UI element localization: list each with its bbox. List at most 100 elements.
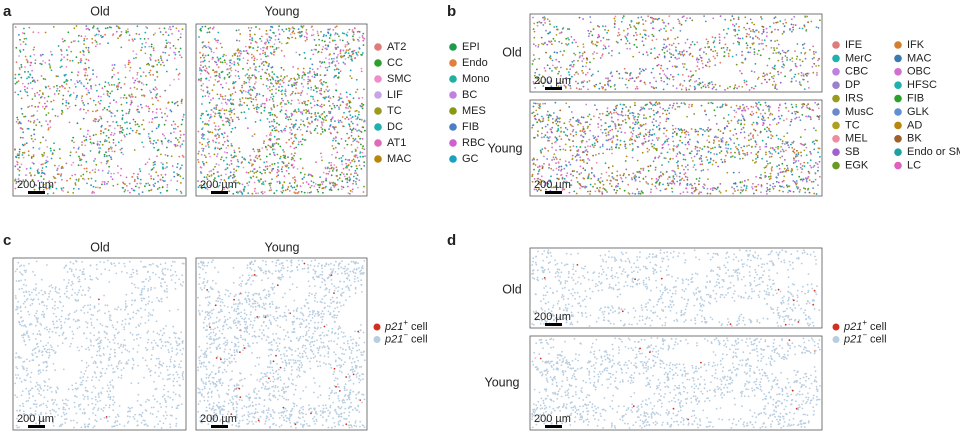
cell-dot — [105, 160, 108, 163]
cell-dot — [352, 52, 355, 55]
cell-dot — [221, 132, 223, 135]
cell-dot — [237, 70, 240, 73]
cell-dot — [328, 100, 330, 102]
cell-dot — [659, 67, 662, 70]
cell-dot — [207, 95, 210, 98]
cell-dot — [558, 60, 560, 63]
cell-dot — [740, 119, 743, 122]
cell-dot — [571, 41, 574, 44]
cell-dot — [50, 149, 52, 152]
cell-dot — [284, 127, 286, 130]
cell-dot — [602, 48, 605, 50]
cell-dot — [774, 40, 776, 43]
cell-dot — [568, 191, 571, 194]
cell-dot — [301, 143, 303, 146]
cell-dot — [268, 171, 271, 174]
cell-dot — [261, 68, 264, 71]
cell-dot — [203, 186, 206, 189]
cell-dot — [62, 190, 64, 192]
cell-dot — [623, 29, 625, 32]
cell-dot — [275, 142, 278, 145]
cell-dot — [604, 25, 607, 28]
cell-dot — [216, 153, 219, 155]
cell-dot — [607, 80, 609, 83]
cell-dot — [263, 109, 266, 112]
cell-dot — [344, 58, 347, 60]
cell-dot — [299, 123, 302, 126]
cell-dot — [777, 121, 780, 124]
cell-dot — [283, 181, 286, 184]
cell-dot — [355, 165, 358, 167]
cell-dot — [353, 39, 355, 41]
cell-dot — [60, 113, 63, 115]
cell-dot — [667, 37, 669, 40]
cell-dot — [342, 167, 345, 170]
cell-dot — [795, 116, 798, 119]
cell-dot — [223, 112, 226, 115]
cell-dot — [201, 113, 204, 115]
cell-dot — [98, 119, 101, 121]
cell-dot — [792, 162, 795, 164]
cell-dot — [813, 143, 816, 145]
cell-dot — [607, 45, 610, 48]
cell-dot — [768, 114, 771, 116]
cell-dot — [229, 113, 231, 116]
cell-dot — [251, 74, 254, 77]
cell-dot — [765, 190, 768, 193]
cell-dot — [575, 176, 578, 179]
cell-dot — [57, 45, 60, 47]
cell-dot — [322, 121, 325, 123]
cell-dot — [212, 111, 215, 113]
cell-dot — [723, 159, 726, 161]
cell-dot — [544, 125, 547, 128]
cell-dot — [44, 31, 47, 34]
cell-dot — [694, 145, 697, 148]
cell-dot — [720, 47, 723, 50]
legend-marker — [374, 155, 382, 163]
cell-dot — [363, 165, 366, 167]
cell-dot — [354, 128, 357, 131]
cell-dot — [589, 61, 591, 64]
cell-dot — [707, 102, 710, 104]
cell-dot — [743, 26, 745, 29]
cell-dot — [158, 61, 160, 64]
cell-dot — [277, 38, 280, 41]
cell-dot — [811, 57, 814, 60]
cell-dot — [71, 174, 74, 177]
cell-dot — [138, 111, 141, 113]
cell-dot — [40, 54, 42, 57]
cell-dot — [266, 33, 269, 35]
cell-dot — [794, 117, 796, 120]
cell-dot — [579, 55, 581, 57]
cell-dot — [330, 120, 333, 123]
cell-dot — [249, 67, 252, 69]
cell-dot — [314, 118, 317, 120]
cell-dot — [57, 173, 60, 176]
cell-dot — [178, 155, 181, 158]
cell-dot — [79, 128, 82, 130]
cell-dot — [765, 130, 768, 133]
cell-dot — [111, 69, 114, 71]
cell-dot — [739, 131, 742, 134]
cell-dot — [587, 157, 589, 160]
cell-dot — [552, 169, 555, 172]
cell-dot — [166, 189, 169, 192]
cell-dot — [799, 166, 802, 169]
cell-dot — [104, 33, 106, 36]
cell-dot — [306, 125, 309, 128]
cell-dot — [247, 127, 249, 130]
cell-dot — [92, 134, 95, 137]
cell-dot — [815, 162, 817, 164]
cell-dot — [689, 70, 692, 73]
cell-dot — [228, 88, 230, 90]
cell-dot — [242, 68, 244, 70]
cell-dot — [27, 82, 30, 85]
cell-dot — [312, 89, 315, 92]
cell-dot — [306, 191, 309, 194]
cell-dot — [558, 70, 560, 73]
cell-dot — [782, 63, 785, 66]
cell-dot — [805, 179, 808, 181]
cell-dot — [358, 129, 360, 132]
cell-dot — [148, 158, 151, 161]
cell-dot — [766, 182, 769, 185]
